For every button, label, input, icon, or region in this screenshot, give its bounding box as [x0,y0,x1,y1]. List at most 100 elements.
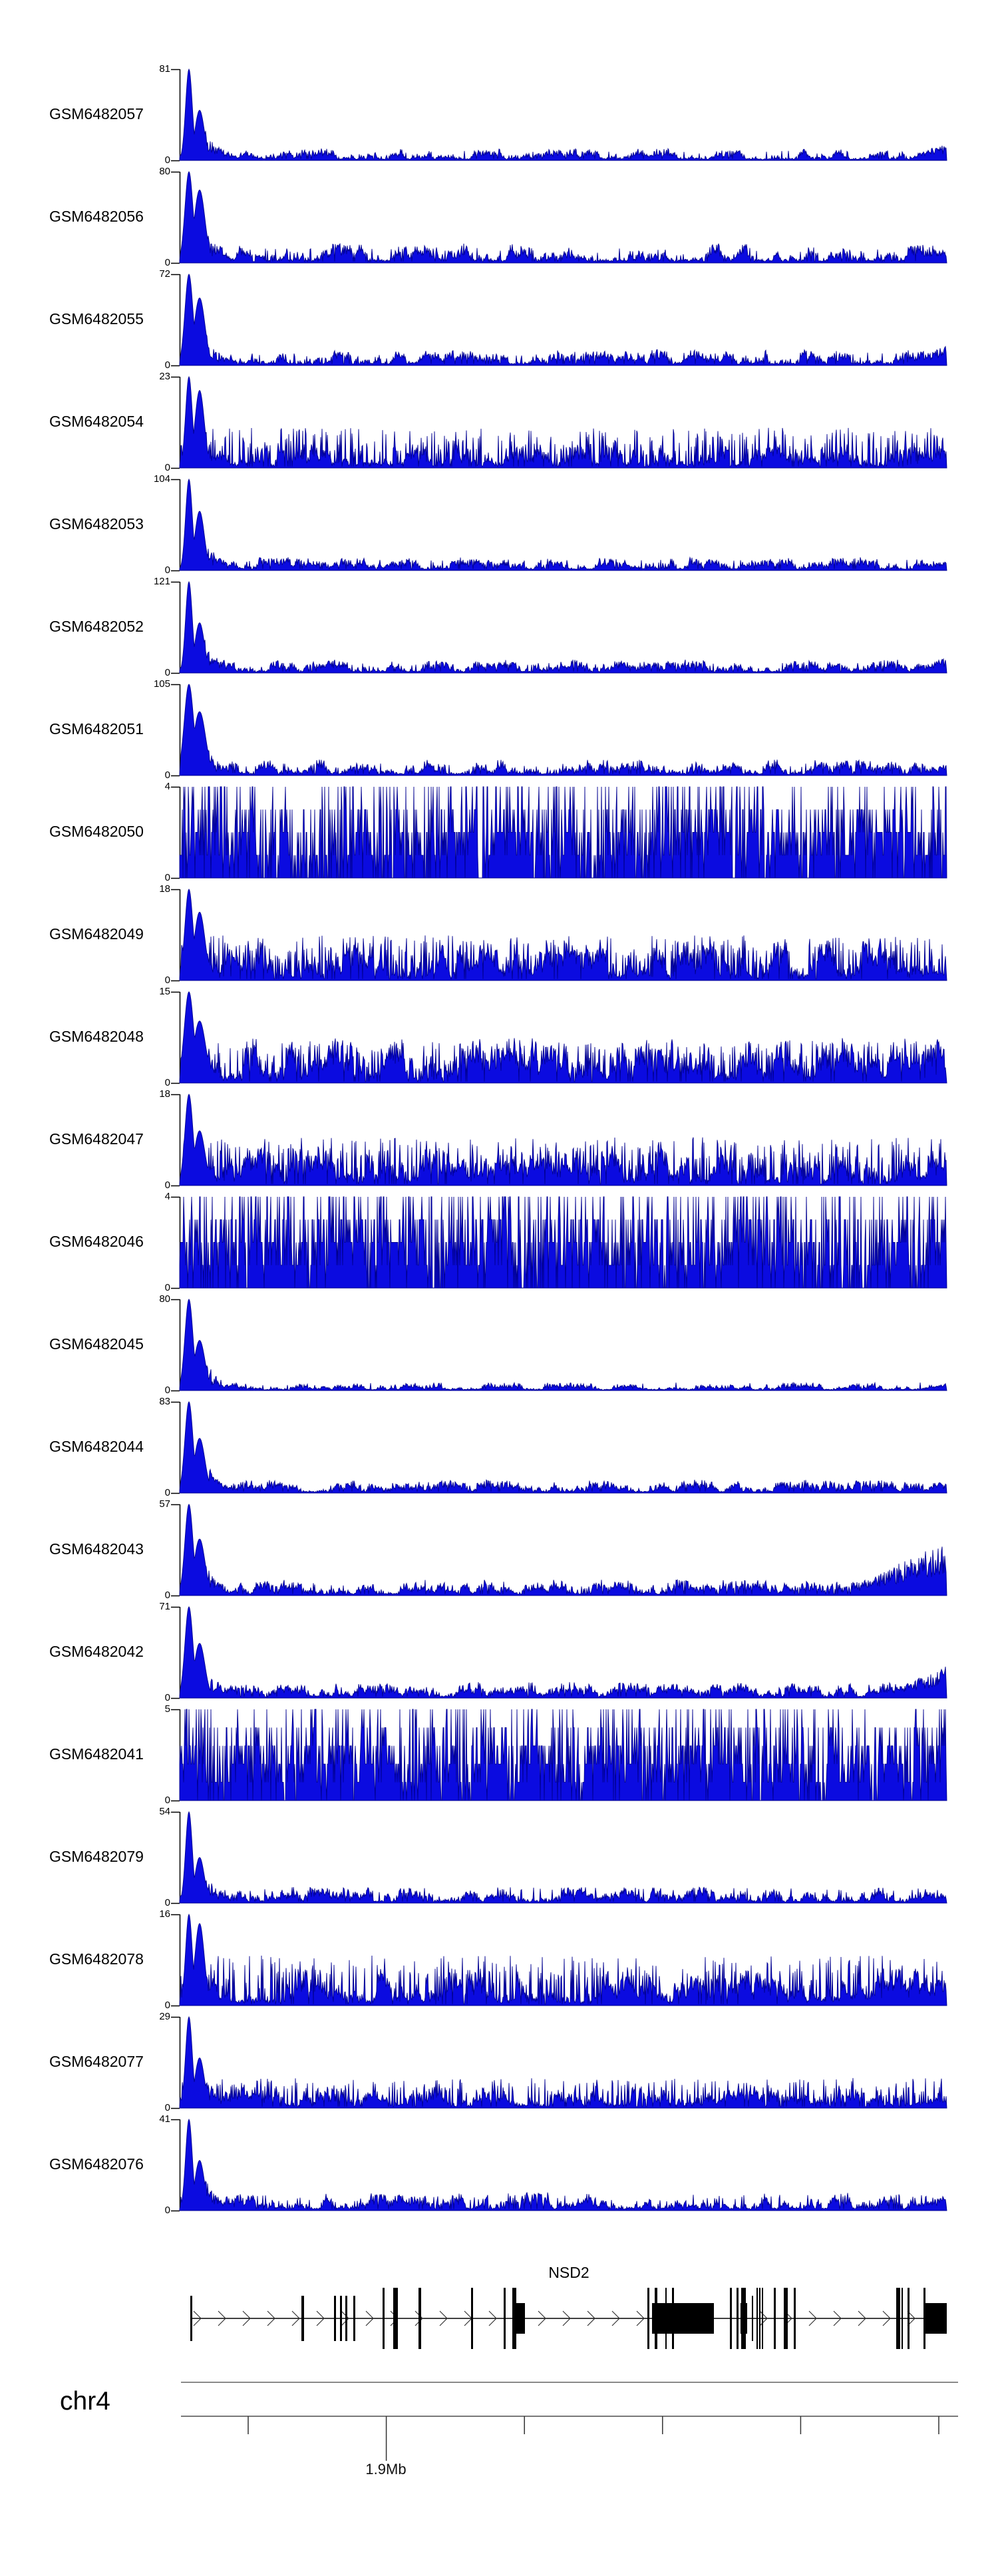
gene-exon [301,2296,304,2341]
track-ymax-label: 81 [159,63,170,75]
track-signal-GSM6482056 [179,171,947,264]
strand-arrow-icon [587,2310,595,2326]
track-ymax-label: 4 [164,1191,170,1202]
track-signal-GSM6482041 [179,1709,947,1801]
track-zero-label: 0 [164,1282,170,1293]
track-zero-label: 0 [164,1897,170,1908]
strand-arrow-icon [439,2310,448,2326]
track-zero-label: 0 [164,1077,170,1088]
track-ymax-label: 54 [159,1806,170,1817]
gene-exon [784,2288,788,2349]
strand-arrow-icon [808,2310,817,2326]
track-signal-GSM6482076 [179,2118,947,2211]
track-signal-GSM6482043 [179,1504,947,1596]
track-label: GSM6482042 [49,1643,144,1660]
chromosome-label: chr4 [60,2387,110,2416]
track-ymax-label: 57 [159,1498,170,1510]
strand-arrow-icon [365,2310,374,2326]
track-label: GSM6482078 [49,1950,144,1968]
track-signal-GSM6482048 [179,991,947,1084]
gene-exon [908,2288,910,2349]
gene-exon [652,2303,714,2334]
gene-exon [737,2288,739,2349]
track-ymax-label: 29 [159,2011,170,2022]
track-zero-label: 0 [164,2102,170,2113]
track-zero-label: 0 [164,1487,170,1498]
track-ymax-label: 80 [159,1293,170,1305]
strand-arrow-icon [267,2310,275,2326]
track-label: GSM6482048 [49,1028,144,1045]
gene-exon [340,2296,342,2341]
strand-arrow-icon [341,2310,349,2326]
track-label: GSM6482077 [49,2053,144,2070]
gene-exon [672,2288,674,2349]
track-ymax-label: 80 [159,166,170,177]
track-zero-label: 0 [164,1795,170,1806]
gene-exon [924,2303,947,2334]
track-ymax-label: 105 [153,678,170,690]
strand-arrow-icon [242,2310,251,2326]
gene-exon [504,2288,506,2349]
track-label: GSM6482050 [49,823,144,840]
gene-exon [794,2288,796,2349]
strand-arrow-icon [291,2310,300,2326]
track-signal-GSM6482053 [179,478,947,571]
strand-arrow-icon [562,2310,571,2326]
track-signal-GSM6482045 [179,1299,947,1391]
track-zero-label: 0 [164,257,170,268]
track-ymax-label: 121 [153,576,170,587]
track-zero-label: 0 [164,359,170,371]
gene-exon [647,2288,649,2349]
track-signal-GSM6482077 [179,2016,947,2109]
strand-arrow-icon [858,2310,866,2326]
gene-exon [393,2288,398,2349]
track-ymax-label: 4 [164,781,170,792]
track-signal-GSM6482054 [179,375,947,469]
track-ymax-label: 16 [159,1908,170,1920]
track-ymax-label: 18 [159,883,170,895]
strand-arrow-icon [611,2310,620,2326]
track-zero-label: 0 [164,2000,170,2011]
strand-arrow-icon [538,2310,546,2326]
track-ymax-label: 41 [159,2113,170,2125]
strand-arrow-icon [193,2310,202,2326]
gene-exon [756,2288,758,2349]
gene-exon [512,2288,516,2349]
gene-exon [902,2288,903,2349]
strand-arrow-icon [833,2310,842,2326]
strand-arrow-icon [636,2310,645,2326]
track-zero-label: 0 [164,667,170,678]
track-zero-label: 0 [164,1590,170,1601]
gene-exon [516,2303,525,2334]
strand-arrow-icon [218,2310,226,2326]
track-ymax-label: 72 [159,268,170,280]
track-ymax-label: 71 [159,1601,170,1612]
track-signal-GSM6482047 [179,1094,947,1186]
strand-arrow-icon [316,2310,325,2326]
track-label: GSM6482052 [49,618,144,635]
scale-tick-label: 1.9Mb [365,2461,407,2477]
track-label: GSM6482079 [49,1848,144,1865]
track-zero-label: 0 [164,872,170,883]
track-signal-GSM6482046 [179,1196,947,1289]
track-label: GSM6482041 [49,1745,144,1763]
gene-exon [896,2288,900,2349]
gene-exon [759,2288,760,2349]
strand-arrow-icon [488,2310,497,2326]
track-label: GSM6482056 [49,208,144,225]
gene-exon [190,2296,192,2341]
gene-exon [471,2288,473,2349]
gene-exon [418,2288,421,2349]
track-zero-label: 0 [164,1692,170,1703]
gene-exon [665,2288,667,2349]
track-signal-GSM6482057 [179,68,947,161]
track-zero-label: 0 [164,1180,170,1191]
track-label: GSM6482047 [49,1130,144,1148]
track-ymax-label: 5 [164,1703,170,1715]
track-label: GSM6482043 [49,1540,144,1558]
track-signal-GSM6482055 [179,274,947,366]
track-signal-GSM6482051 [179,684,947,776]
track-label: GSM6482051 [49,720,144,738]
